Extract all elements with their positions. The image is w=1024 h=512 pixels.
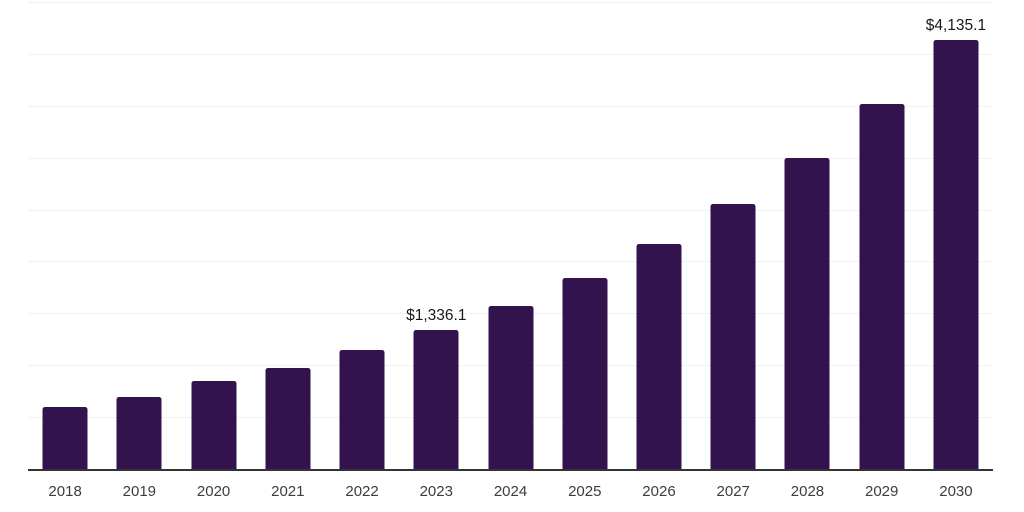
bar-band-2029 bbox=[845, 2, 919, 469]
x-tick-2024: 2024 bbox=[493, 483, 528, 500]
bar-band-2030: $4,135.1 bbox=[919, 2, 993, 469]
gridline-2500 bbox=[28, 209, 993, 211]
bar-2020 bbox=[191, 380, 237, 469]
bar-2025 bbox=[562, 277, 608, 469]
x-tick-2029: 2029 bbox=[865, 483, 899, 500]
bar-band-2027 bbox=[696, 2, 770, 469]
bar-band-2026 bbox=[622, 2, 696, 469]
x-tick-2030: 2030 bbox=[939, 483, 973, 500]
bar-band-2028 bbox=[770, 2, 844, 469]
x-tick-2025: 2025 bbox=[568, 483, 602, 500]
bar-band-2022 bbox=[325, 2, 399, 469]
value-label-2030: $4,135.1 bbox=[925, 16, 987, 34]
x-axis: 2018 2019 2020 2021 2022 2023 2024 2025 2026 2027… bbox=[28, 483, 993, 501]
bar-2019 bbox=[116, 397, 162, 469]
bar-series: $1,336.1 $4,135.1 bbox=[28, 2, 993, 469]
plot-area: $1,336.1 $4,135.1 bbox=[28, 2, 993, 471]
x-tick-2019: 2019 bbox=[122, 483, 157, 500]
bar-band-2021 bbox=[251, 2, 325, 469]
x-tick-2018: 2018 bbox=[48, 483, 82, 500]
gridline-4500 bbox=[28, 2, 993, 3]
x-tick-2020: 2020 bbox=[196, 483, 231, 500]
x-tick-2026: 2026 bbox=[642, 483, 676, 500]
bar-2018 bbox=[42, 406, 88, 469]
bar-2030 bbox=[933, 39, 979, 469]
bar-2023 bbox=[413, 330, 459, 469]
x-tick-2027: 2027 bbox=[716, 483, 750, 500]
bar-band-2023: $1,336.1 bbox=[399, 2, 473, 469]
bar-band-2020 bbox=[176, 2, 250, 469]
bar-band-2018 bbox=[28, 2, 102, 469]
gridline-4000 bbox=[28, 53, 993, 55]
bar-2021 bbox=[265, 367, 311, 469]
gridline-3000 bbox=[28, 157, 993, 159]
bar-band-2025 bbox=[548, 2, 622, 469]
value-label-2023: $1,336.1 bbox=[406, 307, 467, 325]
bar-2029 bbox=[859, 103, 905, 469]
bar-2026 bbox=[636, 243, 682, 469]
x-tick-2028: 2028 bbox=[790, 483, 825, 500]
gridline-3500 bbox=[28, 105, 993, 107]
bar-2024 bbox=[488, 306, 534, 469]
gridline-2000 bbox=[28, 261, 993, 263]
bar-2027 bbox=[710, 204, 756, 469]
x-tick-2023: 2023 bbox=[419, 483, 453, 500]
bar-band-2024 bbox=[473, 2, 547, 469]
x-tick-2021: 2021 bbox=[271, 483, 305, 500]
x-tick-2022: 2022 bbox=[345, 483, 379, 500]
bar-2022 bbox=[339, 350, 385, 469]
bar-band-2019 bbox=[102, 2, 176, 469]
bar-2028 bbox=[784, 158, 830, 469]
